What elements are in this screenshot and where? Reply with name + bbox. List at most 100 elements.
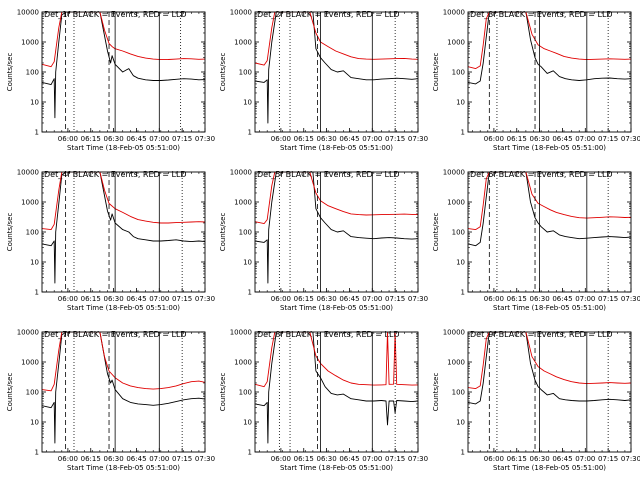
y-tick-label: 10: [30, 419, 39, 427]
plot-area: [468, 172, 631, 292]
x-tick-label: 06:15: [507, 135, 527, 143]
y-tick-label: 100: [452, 69, 465, 77]
y-axis-label: Counts/sec: [432, 213, 440, 252]
x-tick-label: 06:15: [294, 295, 314, 303]
x-tick-label: 07:00: [575, 135, 595, 143]
x-tick-label: 06:00: [58, 295, 78, 303]
x-tick-label: 07:30: [621, 135, 640, 143]
x-tick-label: 07:00: [362, 135, 382, 143]
lld-series-line: [468, 172, 631, 231]
x-tick-label: 06:30: [530, 455, 550, 463]
panel-det-3f: Det_3f BLACK = Events, RED = LLD 1 10 100 10…: [432, 9, 640, 153]
x-tick-label: 07:30: [408, 455, 428, 463]
x-tick-label: 07:15: [385, 135, 405, 143]
y-axis-label: Counts/sec: [432, 53, 440, 92]
plot-area: [42, 12, 205, 132]
y-tick-label: 1000: [447, 199, 465, 207]
y-tick-label: 1: [35, 289, 39, 297]
x-tick-label: 06:45: [552, 135, 572, 143]
x-axis-label: Start Time (18-Feb-05 05:51:00): [493, 144, 606, 152]
x-tick-label: 06:30: [530, 295, 550, 303]
events-series-line: [468, 332, 631, 405]
x-tick-label: 07:15: [172, 135, 192, 143]
y-tick-label: 10: [456, 99, 465, 107]
x-axis-label: Start Time (18-Feb-05 05:51:00): [493, 304, 606, 312]
y-tick-label: 1000: [21, 359, 39, 367]
events-series-line: [255, 172, 418, 284]
x-tick-label: 07:30: [408, 295, 428, 303]
plot-area: [468, 332, 631, 452]
x-tick-label: 06:00: [271, 135, 291, 143]
x-tick-label: 06:45: [339, 295, 359, 303]
x-axis-label: Start Time (18-Feb-05 05:51:00): [67, 144, 180, 152]
y-tick-label: 1: [461, 289, 465, 297]
y-tick-label: 10: [243, 259, 252, 267]
y-tick-label: 1000: [21, 39, 39, 47]
x-tick-label: 06:45: [126, 455, 146, 463]
x-tick-label: 06:45: [339, 455, 359, 463]
x-tick-label: 06:00: [484, 455, 504, 463]
plot-frame: [41, 11, 206, 133]
x-tick-label: 06:30: [317, 455, 337, 463]
x-tick-label: 06:15: [294, 135, 314, 143]
x-tick-label: 07:00: [149, 455, 169, 463]
x-tick-label: 07:30: [621, 295, 640, 303]
panel-title: Det_3f BLACK = Events, RED = LLD: [470, 10, 613, 19]
panel-det-9f: Det_9f BLACK = Events, RED = LLD 1 10 100 10…: [432, 329, 640, 473]
y-tick-label: 10000: [17, 329, 39, 337]
y-tick-label: 10000: [443, 329, 465, 337]
x-tick-label: 07:30: [621, 455, 640, 463]
x-tick-label: 07:30: [408, 135, 428, 143]
lld-series-line: [255, 12, 418, 66]
y-tick-label: 100: [452, 389, 465, 397]
plot-area: [255, 172, 418, 292]
x-tick-label: 07:15: [385, 295, 405, 303]
x-tick-label: 07:15: [172, 295, 192, 303]
x-tick-label: 07:00: [575, 455, 595, 463]
x-tick-label: 06:45: [126, 295, 146, 303]
lld-series-line: [255, 172, 418, 225]
y-tick-label: 10: [243, 419, 252, 427]
panel-det-1f: Det_1f BLACK = Events, RED = LLD11010010…: [6, 9, 215, 153]
panel-title: Det_8f BLACK = Events, RED = LLD: [257, 330, 400, 339]
y-tick-label: 1000: [21, 199, 39, 207]
x-tick-label: 06:30: [317, 135, 337, 143]
x-tick-label: 06:45: [339, 135, 359, 143]
y-tick-label: 100: [239, 389, 252, 397]
x-tick-label: 06:30: [104, 135, 124, 143]
lld-series-line: [42, 332, 205, 392]
y-tick-label: 1000: [234, 199, 252, 207]
panel-det-4f: Det_4f BLACK = Events, RED = LLD11010010…: [6, 169, 215, 313]
y-axis-label: Counts/sec: [219, 373, 227, 412]
events-series-line: [42, 332, 205, 444]
x-tick-label: 06:00: [271, 295, 291, 303]
x-tick-label: 06:15: [81, 295, 101, 303]
y-tick-label: 1000: [234, 39, 252, 47]
events-series-line: [42, 12, 205, 119]
x-tick-label: 07:15: [385, 455, 405, 463]
x-tick-label: 06:00: [58, 455, 78, 463]
x-tick-label: 06:15: [507, 455, 527, 463]
x-tick-label: 06:30: [317, 295, 337, 303]
y-tick-label: 1: [248, 449, 252, 457]
x-tick-label: 07:00: [149, 135, 169, 143]
y-tick-label: 100: [26, 69, 39, 77]
x-tick-label: 07:00: [149, 295, 169, 303]
lld-series-line: [468, 12, 631, 70]
y-tick-label: 1: [461, 129, 465, 137]
x-tick-label: 06:15: [294, 455, 314, 463]
y-tick-label: 1: [35, 449, 39, 457]
y-tick-label: 10000: [443, 169, 465, 177]
y-tick-label: 1: [248, 289, 252, 297]
x-tick-label: 07:00: [362, 455, 382, 463]
y-tick-label: 10000: [230, 9, 252, 17]
x-tick-label: 07:15: [172, 455, 192, 463]
y-axis-label: Counts/sec: [6, 373, 14, 412]
plot-area: [42, 332, 205, 452]
x-tick-label: 07:30: [195, 295, 215, 303]
events-series-line: [255, 12, 418, 124]
x-axis-label: Start Time (18-Feb-05 05:51:00): [67, 464, 180, 472]
x-tick-label: 07:15: [598, 455, 618, 463]
plot-frame: [254, 331, 419, 453]
